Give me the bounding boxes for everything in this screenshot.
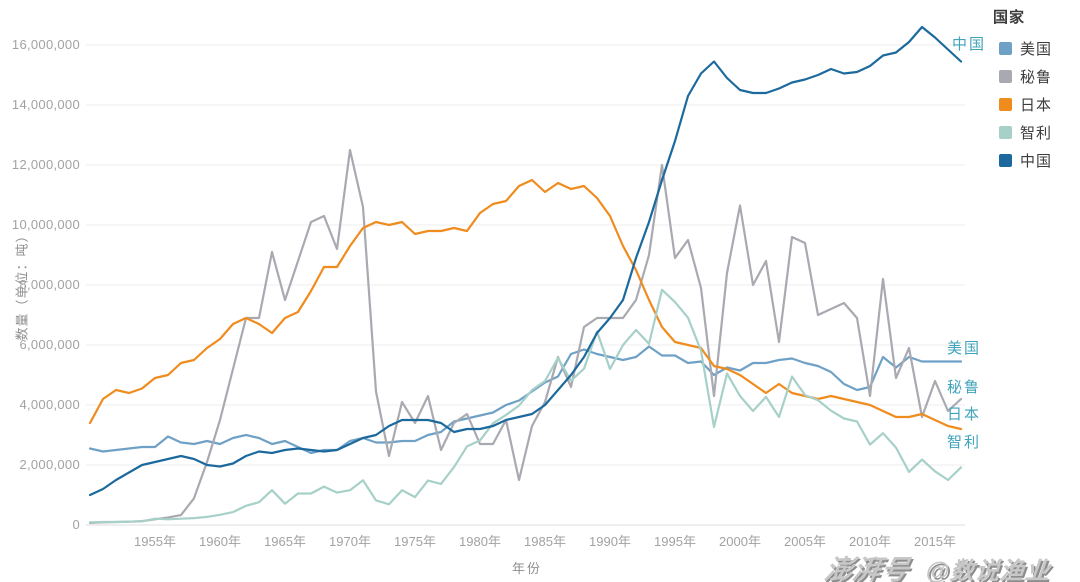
legend-swatch-japan [999, 97, 1012, 111]
legend-item-label: 智利 [1020, 124, 1053, 142]
x-axis-tick-label: 2015年 [914, 534, 956, 549]
legend-swatch-usa [999, 41, 1012, 55]
legend: 国家 美国秘鲁日本智利中国 [993, 6, 1079, 174]
legend-item-label: 美国 [1020, 40, 1053, 58]
y-axis-tick-label: 12,000,000 [11, 157, 80, 172]
legend-item-label: 日本 [1020, 96, 1053, 114]
line-end-label-china: 中国 [952, 36, 987, 53]
legend-swatch-chile [999, 125, 1012, 139]
series-line-usa [88, 345, 963, 455]
x-axis-tick-label: 1960年 [199, 534, 241, 549]
y-axis-tick-label: 16,000,000 [11, 37, 80, 52]
y-axis-tick-label: 10,000,000 [11, 217, 80, 232]
series-lines [88, 25, 963, 525]
legend-title: 国家 [993, 9, 1026, 26]
x-axis-tick-label: 1955年 [134, 534, 176, 549]
x-axis-tick-label: 1970年 [329, 534, 371, 549]
y-axis-tick-label: 4,000,000 [19, 397, 80, 412]
line-end-label-peru: 秘鲁 [947, 379, 982, 396]
series-line-chile [88, 288, 963, 524]
x-axis-tick-label: 2010年 [849, 534, 891, 549]
gridlines [86, 44, 965, 526]
legend-item-china: 中国 [993, 146, 1079, 174]
line-end-label-chile: 智利 [947, 434, 982, 451]
y-axis-tick-label: 0 [72, 517, 80, 532]
x-axis-tick-label: 1990年 [589, 534, 631, 549]
legend-item-usa: 美国 [993, 34, 1079, 62]
legend-swatch-peru [999, 69, 1012, 83]
line-end-label-japan: 日本 [947, 406, 982, 423]
x-axis-tick-label: 1995年 [654, 534, 696, 549]
legend-item-label: 秘鲁 [1020, 68, 1053, 86]
series-line-peru [88, 148, 963, 525]
series-line-china [88, 25, 963, 497]
x-axis-tick-label: 1975年 [394, 534, 436, 549]
legend-item-peru: 秘鲁 [993, 62, 1079, 90]
y-axis-tick-label: 14,000,000 [11, 97, 80, 112]
legend-item-japan: 日本 [993, 90, 1079, 118]
legend-swatch-china [999, 153, 1012, 167]
x-axis-tick-label: 1980年 [459, 534, 501, 549]
line-end-label-usa: 美国 [947, 340, 982, 357]
y-axis-tick-label: 8,000,000 [19, 277, 80, 292]
legend-items: 美国秘鲁日本智利中国 [993, 34, 1079, 174]
x-axis-tick-label: 2000年 [719, 534, 761, 549]
y-axis-tick-label: 2,000,000 [19, 457, 80, 472]
x-axis-tick-label: 2005年 [784, 534, 826, 549]
x-axis-tick-label: 1985年 [524, 534, 566, 549]
legend-item-chile: 智利 [993, 118, 1079, 146]
x-axis-tick-label: 1965年 [264, 534, 306, 549]
x-axis-title: 年份 [511, 561, 542, 576]
legend-item-label: 中国 [1020, 152, 1053, 170]
y-axis-tick-label: 6,000,000 [19, 337, 80, 352]
series-line-japan [88, 178, 963, 431]
